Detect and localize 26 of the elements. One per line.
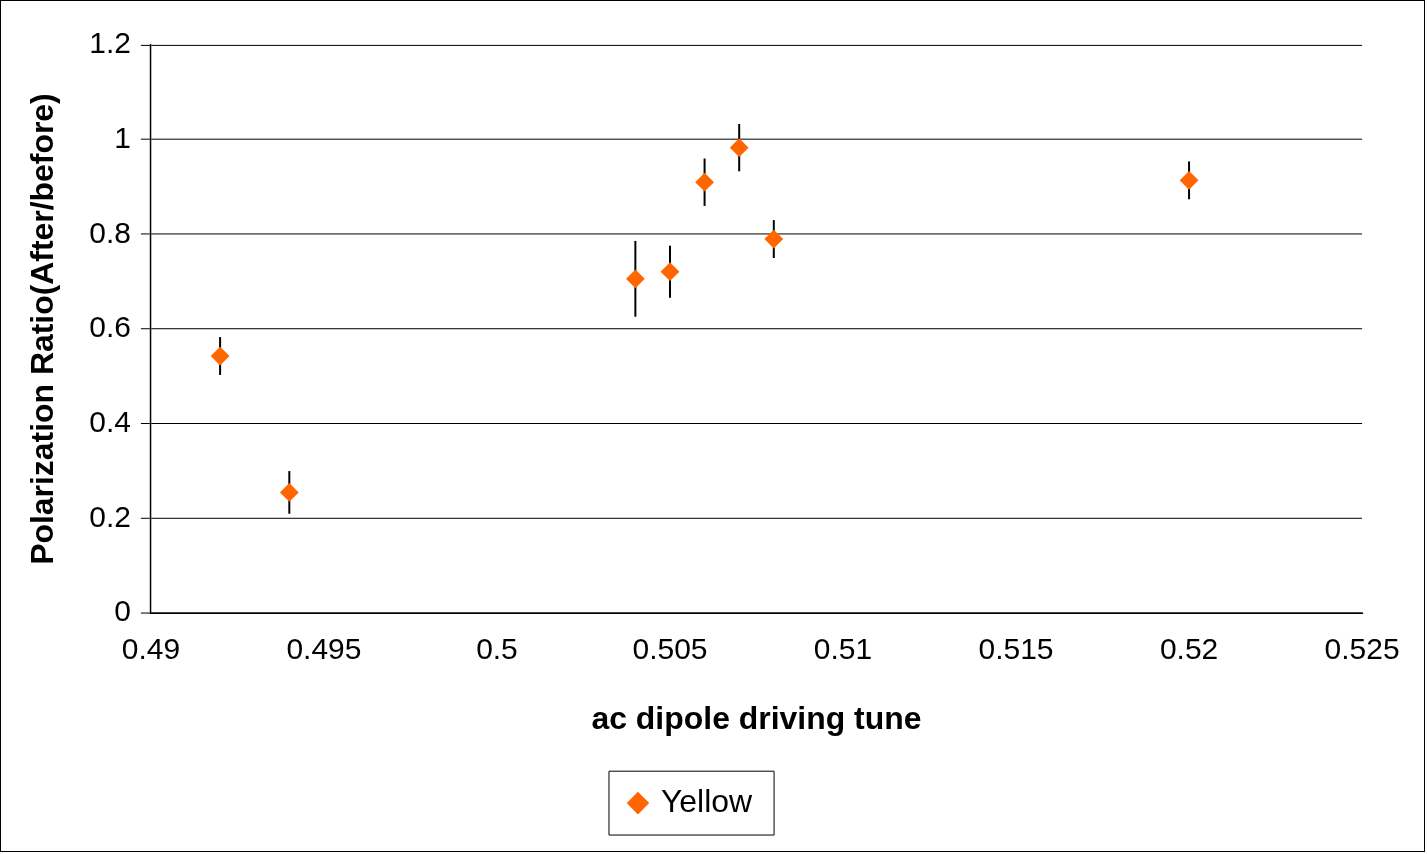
point (280, 483, 299, 502)
x-tick-label: 0.515 (978, 632, 1054, 666)
point (211, 347, 230, 365)
point (695, 173, 714, 192)
x-tick-label: 0.51 (813, 632, 873, 666)
point (1180, 171, 1199, 190)
y-tick-label: 0.6 (89, 310, 131, 344)
x-tick-label: 0.525 (1324, 632, 1400, 666)
point (626, 269, 645, 288)
y-tick-label: 0 (114, 594, 131, 628)
x-tick-label: 0.5 (476, 632, 518, 666)
point (660, 262, 679, 281)
x-axis-title: ac dipole driving tune (591, 699, 922, 736)
y-axis-title: Polarization Ratio(After/before) (23, 93, 60, 565)
x-tick-label: 0.49 (121, 632, 181, 666)
y-tick-label: 1 (114, 120, 131, 154)
y-tick-label: 0.4 (89, 405, 131, 438)
point (764, 230, 783, 249)
x-tick-label: 0.52 (1159, 632, 1219, 666)
point (730, 138, 749, 157)
y-tick-label: 0.2 (89, 499, 131, 533)
legend-label: Yellow (660, 782, 753, 819)
x-tick-label: 0.505 (632, 632, 708, 666)
x-tick-label: 0.495 (286, 632, 362, 666)
y-tick-label: 0.8 (89, 215, 131, 249)
y-tick-label: 1.2 (89, 26, 131, 60)
